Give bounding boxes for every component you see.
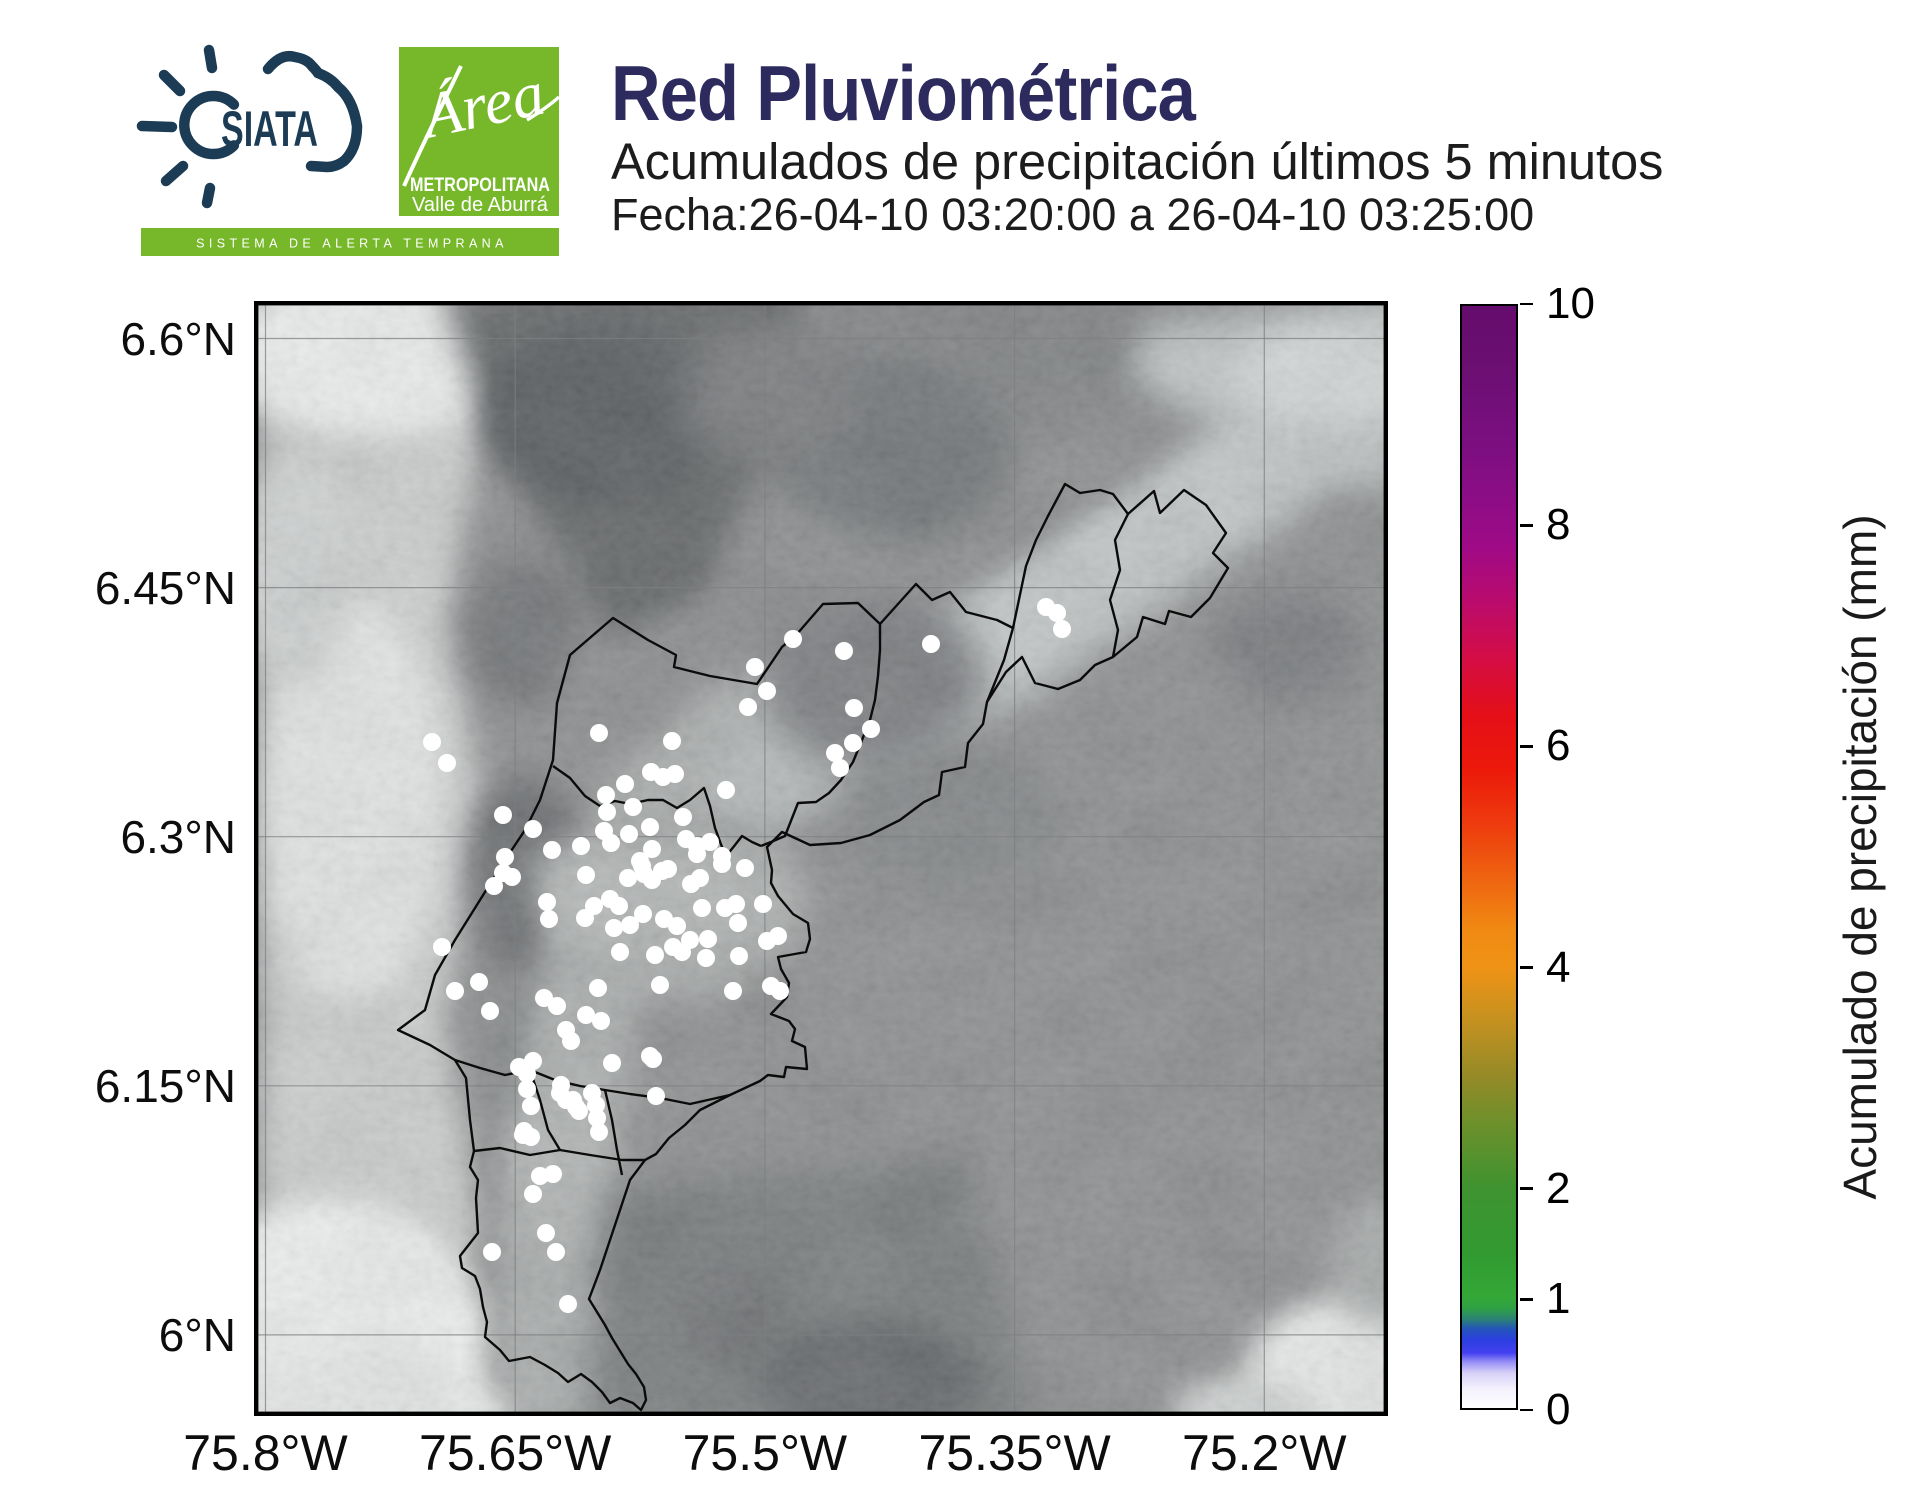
svg-text:METROPOLITANA: METROPOLITANA bbox=[410, 174, 550, 196]
svg-text:SIATA: SIATA bbox=[221, 101, 318, 157]
svg-text:SISTEMA DE ALERTA TEMPRANA: SISTEMA DE ALERTA TEMPRANA bbox=[196, 237, 508, 251]
svg-text:Valle de Aburrá: Valle de Aburrá bbox=[412, 194, 549, 216]
